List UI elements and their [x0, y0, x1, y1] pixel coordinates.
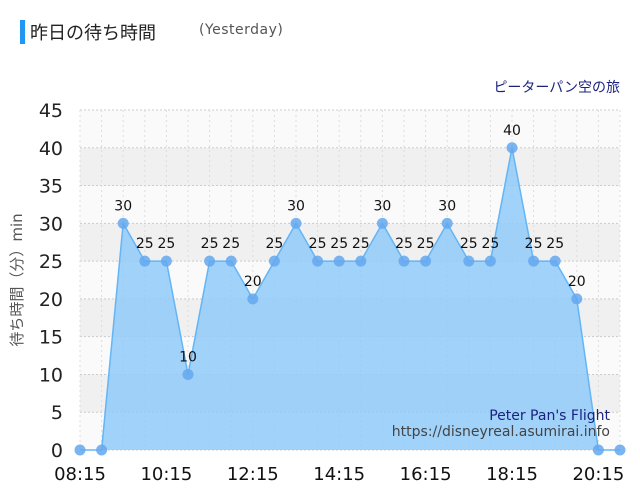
y-tick-label: 10 [39, 364, 63, 386]
data-point [528, 255, 540, 267]
data-point [74, 444, 86, 456]
data-point [117, 217, 129, 229]
data-label: 25 [395, 236, 413, 252]
y-axis-label: 待ち時間（分）min [8, 213, 26, 346]
data-point [614, 444, 626, 456]
data-point [463, 255, 475, 267]
y-tick-label: 15 [39, 327, 63, 349]
data-label: 30 [114, 198, 132, 214]
y-tick-label: 20 [39, 289, 63, 311]
y-tick-label: 30 [39, 213, 63, 235]
x-tick-label: 08:15 [54, 464, 106, 485]
data-label: 20 [568, 274, 586, 290]
plot-band [80, 147, 620, 186]
data-label: 25 [417, 236, 435, 252]
x-tick-label: 10:15 [140, 464, 192, 485]
data-label: 25 [352, 236, 370, 252]
data-label: 10 [179, 349, 197, 365]
data-point [225, 255, 237, 267]
y-tick-label: 0 [51, 440, 63, 462]
data-point [312, 255, 324, 267]
plot-band [80, 110, 620, 148]
data-label: 25 [525, 236, 543, 252]
data-point [355, 255, 367, 267]
y-tick-label: 5 [51, 402, 63, 424]
data-label: 25 [157, 236, 175, 252]
data-label: 30 [438, 198, 456, 214]
data-label: 25 [309, 236, 327, 252]
data-point [398, 255, 410, 267]
chart-header: 昨日の待ち時間 (Yesterday) [0, 0, 640, 60]
x-axis-ticks: 08:15 10:15 12:15 14:15 16:15 18:15 20:15 [54, 464, 624, 485]
data-point [441, 217, 453, 229]
data-label: 25 [330, 236, 348, 252]
y-tick-label: 45 [39, 100, 63, 122]
x-tick-label: 20:15 [572, 464, 624, 485]
data-point [268, 255, 280, 267]
data-point [139, 255, 151, 267]
data-point [204, 255, 216, 267]
data-point [182, 368, 194, 380]
data-label: 25 [265, 236, 283, 252]
data-label: 25 [222, 236, 240, 252]
y-tick-label: 40 [39, 138, 63, 160]
data-point [420, 255, 432, 267]
title-accent-bar [20, 20, 25, 44]
data-point [484, 255, 496, 267]
y-tick-label: 35 [39, 176, 63, 198]
page-title: 昨日の待ち時間 [30, 23, 156, 44]
data-point [290, 217, 302, 229]
data-label: 25 [201, 236, 219, 252]
x-tick-label: 18:15 [486, 464, 538, 485]
data-point [333, 255, 345, 267]
data-point [549, 255, 561, 267]
data-label: 40 [503, 123, 521, 139]
x-tick-label: 14:15 [313, 464, 365, 485]
data-point [506, 142, 518, 154]
x-tick-label: 12:15 [227, 464, 279, 485]
chart-title: ピーターパン空の旅 [493, 80, 620, 96]
data-point [247, 293, 259, 305]
y-tick-label: 25 [39, 251, 63, 273]
plot-band [80, 185, 620, 224]
wait-time-area [80, 147, 620, 450]
wait-time-line [80, 147, 620, 451]
data-point [592, 444, 604, 456]
data-point [571, 293, 583, 305]
data-point [160, 255, 172, 267]
x-tick-label: 16:15 [400, 464, 452, 485]
data-label: 25 [460, 236, 478, 252]
data-label: 25 [136, 236, 154, 252]
data-label: 30 [287, 198, 305, 214]
data-label: 20 [244, 274, 262, 290]
data-point [96, 444, 108, 456]
chart-annotation-name: Peter Pan's Flight [489, 408, 610, 424]
data-point [376, 217, 388, 229]
data-points [74, 142, 626, 456]
page-subtitle: (Yesterday) [199, 22, 284, 38]
data-label: 30 [373, 198, 391, 214]
chart-annotation-url: https://disneyreal.asumirai.info [392, 424, 610, 440]
y-axis-ticks: 0 5 10 15 20 25 30 35 40 45 [39, 100, 63, 462]
data-label: 25 [481, 236, 499, 252]
data-label: 25 [546, 236, 564, 252]
